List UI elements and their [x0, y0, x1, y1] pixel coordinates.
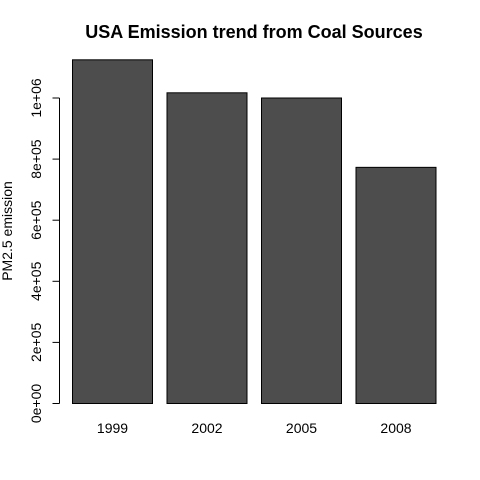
y-tick-label: 0e+00 — [28, 384, 44, 424]
x-tick-label-1999: 1999 — [97, 420, 128, 436]
bar-2005 — [261, 97, 342, 404]
x-tick-labels: 1999 2002 2005 2008 — [97, 420, 412, 436]
y-tick-label: 2e+05 — [28, 323, 44, 363]
y-axis: 0e+00 2e+05 4e+05 6e+05 8e+05 1e+06 — [28, 78, 60, 423]
bar-1999 — [72, 59, 153, 404]
x-tick-label-2005: 2005 — [286, 420, 317, 436]
chart-title: USA Emission trend from Coal Sources — [85, 22, 422, 42]
bar-2002 — [166, 92, 248, 405]
x-tick-label-2008: 2008 — [380, 420, 411, 436]
y-axis-label: PM2.5 emission — [0, 181, 15, 281]
bars — [72, 59, 437, 405]
y-tick-label: 8e+05 — [28, 139, 44, 179]
y-tick-label: 4e+05 — [28, 261, 44, 301]
bar-2008 — [355, 166, 437, 404]
y-tick-label: 6e+05 — [28, 200, 44, 240]
x-tick-label-2002: 2002 — [191, 420, 222, 436]
y-tick-label: 1e+06 — [28, 78, 44, 118]
